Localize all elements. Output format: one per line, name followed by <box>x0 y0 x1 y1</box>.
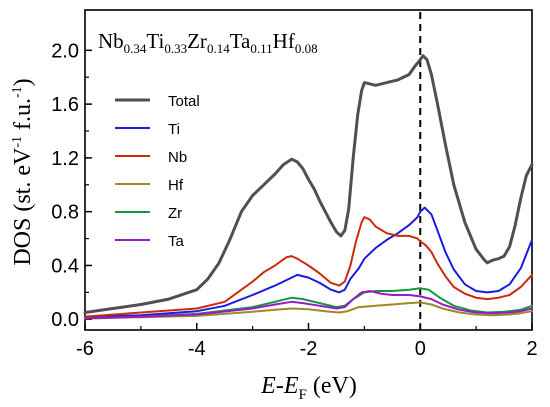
legend-label-zr: Zr <box>168 205 182 222</box>
xlabel-mid: - <box>276 373 284 399</box>
legend-label-ta: Ta <box>168 233 185 250</box>
title-part-3-sub: 0.11 <box>250 41 272 56</box>
ylabel-tail: ) <box>10 78 36 86</box>
y-tick-label: 2.0 <box>51 40 79 62</box>
axes-layer: -6 -4 -2 0 2 0.0 0.4 0.8 1.2 1.6 2.0 <box>51 12 538 360</box>
x-tick-label: -2 <box>300 338 318 360</box>
series-line-nb <box>84 216 533 318</box>
ylabel-mid: f.u. <box>10 98 36 136</box>
x-axis-label: E-EF (eV) <box>260 373 357 403</box>
xlabel-tail: (eV) <box>307 373 357 399</box>
legend-label-nb: Nb <box>168 149 187 166</box>
xlabel-italic2: E <box>283 373 299 399</box>
title-part-1-sub: 0.33 <box>164 41 187 56</box>
ylabel-text: DOS (st. eV <box>10 147 36 266</box>
series-line-hf <box>84 301 533 320</box>
x-tick-label: -4 <box>188 338 206 360</box>
title-part-0-base: Nb <box>98 29 124 53</box>
title-part-4-base: Hf <box>273 29 295 53</box>
legend-label-total: Total <box>168 93 200 110</box>
title-part-3-base: Ta <box>230 29 251 53</box>
xlabel-italic: E <box>260 373 276 399</box>
ylabel-sup1: -1 <box>10 136 25 148</box>
plot-frame <box>84 9 533 331</box>
x-tick-label: -6 <box>76 338 94 360</box>
series-line-total <box>83 54 534 314</box>
y-tick-label: 1.2 <box>51 148 79 170</box>
title-part-4-sub: 0.08 <box>295 41 318 56</box>
title-part-2-base: Zr <box>187 29 207 53</box>
x-tick-label: 0 <box>415 338 426 360</box>
legend: Total Ti Nb Hf Zr Ta <box>115 93 200 250</box>
title-part-2-sub: 0.14 <box>207 41 230 56</box>
title-part-0-sub: 0.34 <box>124 41 147 56</box>
series-line-ti <box>84 206 533 319</box>
series-layer <box>83 54 534 320</box>
legend-label-hf: Hf <box>168 177 184 194</box>
series-line-ta <box>84 290 533 320</box>
y-tick-label: 0.0 <box>51 309 79 331</box>
x-tick-label: 2 <box>526 338 537 360</box>
y-axis-label: DOS (st. eV-1 f.u.-1) <box>10 78 36 265</box>
y-tick-label: 0.4 <box>51 255 79 277</box>
chart-title: Nb0.34Ti0.33Zr0.14Ta0.11Hf0.08 <box>98 29 318 56</box>
y-tick-label: 0.8 <box>51 202 79 224</box>
ylabel-sup2: -1 <box>10 86 25 98</box>
y-tick-label: 1.6 <box>51 94 79 116</box>
legend-label-ti: Ti <box>168 121 180 138</box>
xlabel-sub: F <box>299 387 307 403</box>
title-part-1-base: Ti <box>146 29 164 53</box>
